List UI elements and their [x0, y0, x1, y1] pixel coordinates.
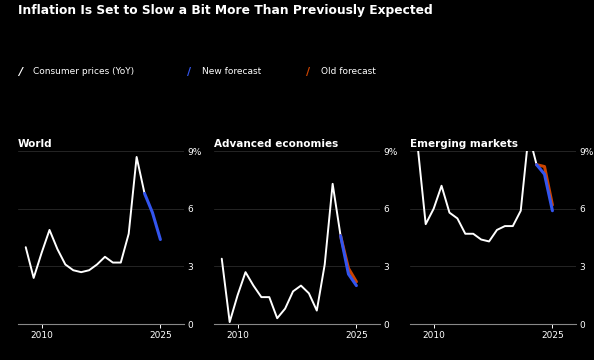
Text: Old forecast: Old forecast — [321, 68, 375, 77]
Text: /: / — [187, 67, 191, 77]
Text: Consumer prices (YoY): Consumer prices (YoY) — [33, 68, 134, 77]
Text: Emerging markets: Emerging markets — [410, 139, 518, 149]
Text: /: / — [306, 67, 310, 77]
Text: Inflation Is Set to Slow a Bit More Than Previously Expected: Inflation Is Set to Slow a Bit More Than… — [18, 4, 432, 17]
Text: World: World — [18, 139, 52, 149]
Text: /: / — [18, 67, 22, 77]
Text: Advanced economies: Advanced economies — [214, 139, 338, 149]
Text: New forecast: New forecast — [202, 68, 261, 77]
